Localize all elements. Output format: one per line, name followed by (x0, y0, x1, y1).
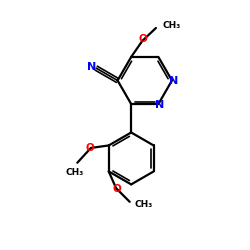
Text: CH₃: CH₃ (135, 200, 153, 209)
Text: O: O (138, 34, 147, 44)
Text: O: O (86, 143, 94, 153)
Text: O: O (113, 184, 122, 194)
Text: CH₃: CH₃ (66, 168, 84, 177)
Text: N: N (168, 76, 178, 86)
Text: N: N (155, 100, 164, 110)
Text: CH₃: CH₃ (163, 21, 181, 30)
Text: N: N (87, 62, 96, 72)
